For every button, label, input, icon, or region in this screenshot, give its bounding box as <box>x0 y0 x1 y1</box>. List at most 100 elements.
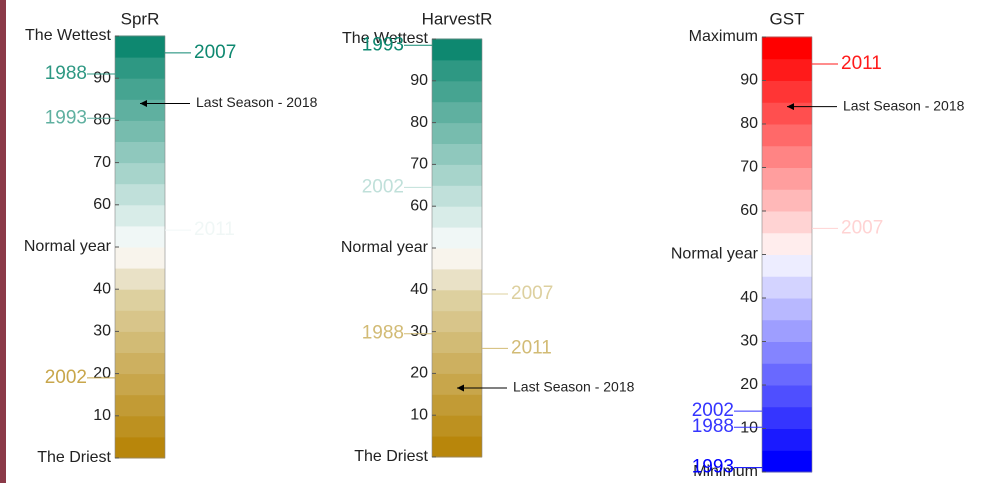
y-tick-label: 20 <box>410 365 428 382</box>
color-segment <box>432 352 482 374</box>
color-segment <box>432 80 482 103</box>
y-tick-label: 30 <box>740 333 758 350</box>
color-segment <box>432 247 482 270</box>
y-tick-label: 70 <box>740 159 758 176</box>
color-segment <box>762 449 812 473</box>
color-segment <box>115 288 165 311</box>
color-segment <box>432 184 482 207</box>
color-segment <box>432 226 482 249</box>
color-segment <box>432 289 482 312</box>
color-segment <box>115 436 165 459</box>
y-tick-label: 80 <box>740 115 758 132</box>
year-label: 2011 <box>511 337 552 358</box>
year-label: 2007 <box>194 42 236 63</box>
y-tick-label: Normal year <box>24 238 112 255</box>
color-segment <box>115 246 165 269</box>
color-segment <box>762 58 812 81</box>
year-label: 1988 <box>362 323 404 344</box>
y-tick-label: 90 <box>410 72 428 89</box>
y-tick-label: 30 <box>93 323 111 340</box>
color-segment <box>115 98 165 121</box>
color-segment <box>432 331 482 353</box>
color-segment <box>115 330 165 353</box>
edge-strip <box>0 0 6 483</box>
color-segment <box>432 101 482 124</box>
color-segment <box>762 36 812 60</box>
year-label: 1988 <box>692 416 734 437</box>
color-segment <box>432 163 482 186</box>
color-segment <box>762 145 812 168</box>
panel-title: HarvestR <box>422 9 493 28</box>
y-tick-label: 90 <box>93 69 111 86</box>
y-tick-label: 30 <box>410 323 428 340</box>
color-segment <box>762 406 812 429</box>
color-segment <box>762 210 812 234</box>
color-segment <box>762 341 812 364</box>
year-label: 1988 <box>45 63 87 84</box>
y-tick-label: The Driest <box>354 448 428 465</box>
year-label: 2011 <box>194 219 235 240</box>
color-segment <box>432 310 482 333</box>
color-segment <box>762 384 812 408</box>
year-label: 2002 <box>45 367 87 388</box>
year-label: 2002 <box>692 400 734 421</box>
y-tick-label: 10 <box>410 406 428 423</box>
y-tick-label: 80 <box>410 114 428 131</box>
color-segment <box>115 183 165 206</box>
y-tick-label: The Wettest <box>25 27 112 44</box>
y-tick-label: 20 <box>740 376 758 393</box>
y-tick-label: The Wettest <box>342 30 429 47</box>
y-tick-label: 10 <box>93 407 111 424</box>
color-segment <box>762 80 812 103</box>
color-segment <box>115 394 165 417</box>
color-segment <box>762 188 812 212</box>
color-segment <box>432 122 482 144</box>
y-tick-label: The Driest <box>37 449 111 466</box>
color-segment <box>432 393 482 416</box>
color-segment <box>762 297 812 321</box>
color-segment <box>115 373 165 396</box>
color-segment <box>762 232 812 255</box>
color-segment <box>432 268 482 291</box>
year-label: 2007 <box>511 283 553 304</box>
color-segment <box>115 415 165 438</box>
color-segment <box>432 435 482 458</box>
color-segment <box>432 59 482 82</box>
color-segment <box>115 225 165 248</box>
color-segment <box>115 162 165 185</box>
y-tick-label: 40 <box>410 281 428 298</box>
y-tick-label: 70 <box>93 154 111 171</box>
y-tick-label: 40 <box>740 289 758 306</box>
y-tick-label: 10 <box>740 420 758 437</box>
color-segment <box>762 319 812 342</box>
color-segment <box>432 414 482 437</box>
color-segment <box>432 372 482 395</box>
year-label: 1993 <box>692 457 734 478</box>
y-tick-label: 20 <box>93 365 111 382</box>
year-label: 2007 <box>841 217 883 238</box>
color-segment <box>115 77 165 100</box>
panel-title: SprR <box>121 9 160 28</box>
panel-title: GST <box>770 9 805 28</box>
year-label: 1993 <box>45 107 87 128</box>
color-segment <box>432 38 482 61</box>
color-segment <box>115 352 165 375</box>
y-tick-label: Maximum <box>689 28 758 45</box>
color-segment <box>115 35 165 58</box>
y-tick-label: 60 <box>410 197 428 214</box>
y-tick-label: 80 <box>93 112 111 129</box>
y-tick-label: 60 <box>93 196 111 213</box>
annotation-text: Last Season - 2018 <box>513 379 635 395</box>
color-segment <box>762 123 812 147</box>
color-segment <box>115 309 165 332</box>
color-segment <box>432 205 482 228</box>
annotation-text: Last Season - 2018 <box>196 94 318 110</box>
color-segment <box>115 141 165 164</box>
year-label: 2002 <box>362 176 404 197</box>
color-segment <box>762 254 812 277</box>
y-tick-label: 70 <box>410 156 428 173</box>
color-segment <box>762 428 812 451</box>
year-label: 1993 <box>362 34 404 55</box>
color-segment <box>762 275 812 299</box>
y-tick-label: Normal year <box>341 239 429 256</box>
